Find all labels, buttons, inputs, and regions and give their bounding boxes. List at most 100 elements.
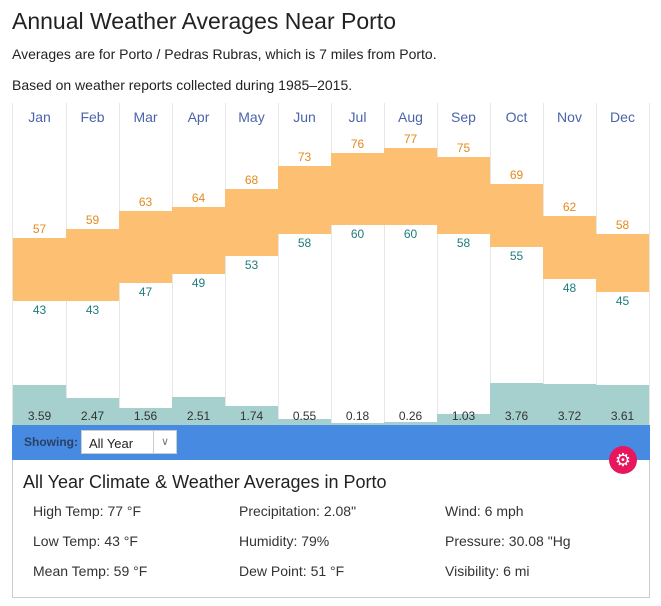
month-label: Feb	[80, 109, 105, 125]
high-temp-label: 76	[350, 136, 365, 151]
precip-label: 2.47	[80, 409, 105, 423]
precip-bar	[490, 383, 543, 425]
precip-label: 3.76	[504, 409, 529, 423]
precip-bar	[66, 397, 119, 425]
temp-range-bar	[119, 211, 172, 283]
low-temp-label: 49	[191, 276, 206, 290]
month-column[interactable]: Nov 62 48 3.72	[543, 103, 597, 425]
summary-panel: All Year Climate & Weather Averages in P…	[12, 460, 650, 598]
month-label: Dec	[610, 109, 635, 125]
panel-title: All Year Climate & Weather Averages in P…	[23, 472, 387, 492]
low-temp-label: 60	[403, 226, 418, 241]
gear-icon[interactable]: ⚙	[609, 446, 637, 474]
month-column[interactable]: Apr 64 49 2.51	[172, 103, 226, 425]
precip-label: 0.55	[292, 409, 317, 423]
month-label: Nov	[557, 109, 582, 125]
high-temp-label: 62	[562, 199, 577, 214]
low-temp-label: 43	[85, 303, 100, 317]
temp-range-bar	[13, 238, 66, 301]
precip-label: 1.56	[133, 409, 158, 423]
high-temp-label: 69	[509, 168, 524, 182]
precip-label: 3.59	[27, 409, 52, 423]
low-temp-label: 60	[350, 226, 365, 241]
month-label: Mar	[133, 109, 158, 125]
precip-label: 2.51	[186, 409, 211, 423]
stat-item: Precipitation: 2.08"	[239, 503, 357, 519]
precip-label: 1.74	[239, 409, 264, 423]
month-label: Oct	[505, 109, 528, 125]
stat-item: Pressure: 30.08 "Hg	[445, 533, 571, 549]
low-temp-label: 48	[562, 280, 577, 295]
high-temp-label: 59	[85, 213, 100, 227]
high-temp-label: 58	[615, 217, 630, 232]
precip-label: 3.61	[610, 409, 635, 423]
month-column[interactable]: Sep 75 58 1.03	[437, 103, 491, 425]
low-temp-label: 58	[456, 235, 471, 250]
high-temp-label: 73	[297, 150, 312, 164]
month-column[interactable]: Dec 58 45 3.61	[596, 103, 650, 425]
stat-item: Wind: 6 mph	[445, 503, 524, 519]
temp-range-bar	[225, 188, 278, 256]
period-select-value: All Year	[89, 436, 134, 451]
low-temp-label: 45	[615, 294, 630, 308]
chevron-down-icon[interactable]: ∨	[153, 431, 176, 453]
stat-item: Visibility: 6 mi	[445, 563, 530, 579]
month-column[interactable]: Jul 76 60 0.18	[331, 103, 385, 425]
stat-item: High Temp: 77 °F	[33, 503, 142, 519]
precip-bar	[596, 384, 649, 425]
high-temp-label: 68	[244, 172, 259, 187]
showing-label: Showing:	[24, 435, 78, 449]
subtitle-period: Based on weather reports collected durin…	[12, 77, 353, 93]
month-label: Sep	[451, 109, 476, 125]
showing-bar: Showing: All Year ∨	[12, 425, 650, 460]
high-temp-label: 57	[32, 222, 47, 236]
high-temp-label: 64	[191, 190, 206, 205]
low-temp-label: 43	[32, 303, 47, 317]
month-column[interactable]: Feb 59 43 2.47	[66, 103, 120, 425]
temp-range-bar	[437, 157, 490, 234]
stat-item: Humidity: 79%	[239, 533, 330, 549]
high-temp-label: 63	[138, 195, 153, 209]
month-label: Jan	[28, 109, 51, 125]
precip-bar	[543, 383, 596, 425]
month-column[interactable]: Oct 69 55 3.76	[490, 103, 544, 425]
stat-item: Mean Temp: 59 °F	[33, 563, 148, 579]
month-label: Jun	[293, 109, 316, 125]
stat-item: Low Temp: 43 °F	[33, 533, 138, 549]
temp-range-bar	[172, 206, 225, 274]
precip-label: 1.03	[451, 409, 476, 423]
high-temp-label: 75	[456, 141, 471, 155]
temp-range-bar	[331, 152, 384, 225]
high-temp-label: 77	[403, 132, 418, 146]
stat-item: Dew Point: 51 °F	[239, 563, 345, 579]
precip-bar	[437, 413, 490, 425]
period-select[interactable]: All Year ∨	[81, 430, 177, 454]
page-title: Annual Weather Averages Near Porto	[12, 8, 396, 34]
precip-bar	[331, 423, 384, 425]
temp-range-bar	[278, 166, 331, 234]
month-column[interactable]: Jan 57 43 3.59	[13, 103, 67, 425]
precip-bar	[172, 397, 225, 425]
month-column[interactable]: Jun 73 58 0.55	[278, 103, 332, 425]
precip-bar	[13, 385, 66, 425]
month-column[interactable]: May 68 53 1.74	[225, 103, 279, 425]
precip-bar	[384, 422, 437, 425]
low-temp-label: 58	[297, 235, 312, 250]
monthly-chart: Jan 57 43 3.59 Feb 59 43 2.47 Mar 63 47 1.…	[12, 103, 651, 425]
month-label: Apr	[187, 109, 210, 125]
precip-bar	[278, 418, 331, 425]
precip-label: 0.26	[398, 409, 423, 423]
temp-range-bar	[66, 229, 119, 301]
subtitle-location: Averages are for Porto / Pedras Rubras, …	[12, 46, 437, 62]
month-label: May	[238, 109, 265, 125]
low-temp-label: 47	[138, 285, 153, 299]
temp-range-bar	[384, 148, 437, 225]
month-column[interactable]: Aug 77 60 0.26	[384, 103, 438, 425]
month-column[interactable]: Mar 63 47 1.56	[119, 103, 173, 425]
month-label: Aug	[398, 109, 423, 125]
month-label: Jul	[348, 109, 367, 125]
temp-range-bar	[596, 233, 649, 292]
precip-label: 3.72	[557, 409, 582, 423]
temp-range-bar	[543, 215, 596, 279]
precip-bar	[225, 405, 278, 425]
